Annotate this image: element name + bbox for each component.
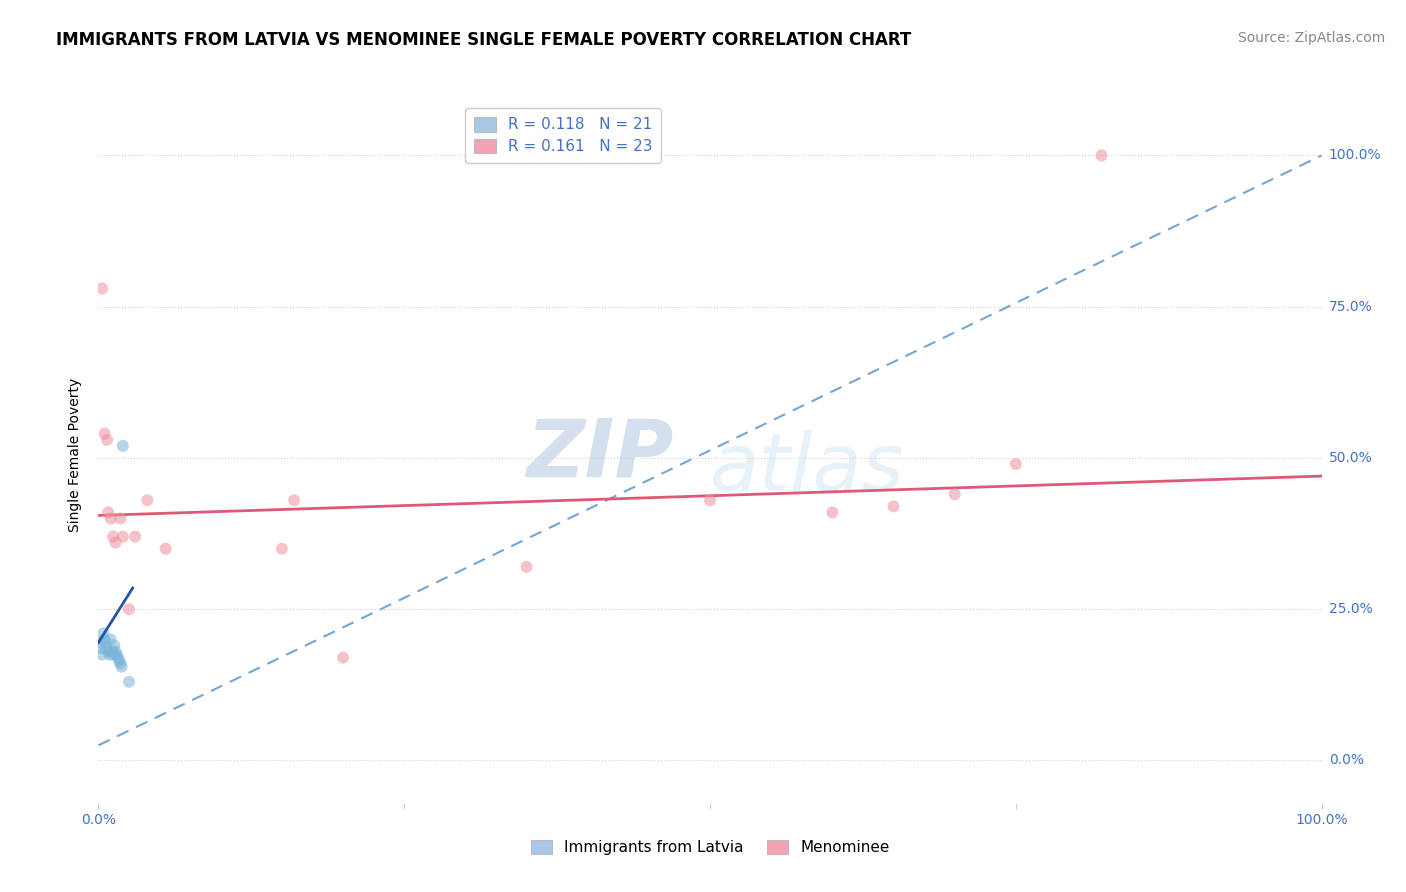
Point (91, 281, 114, 295)
Point (699, 493, 721, 508)
Point (91, 648, 114, 662)
Point (91, 626, 114, 640)
Point (101, 644, 124, 658)
Point (883, 500, 905, 514)
Point (97, 644, 120, 658)
Point (111, 439, 134, 453)
Y-axis label: Single Female Poverty: Single Female Poverty (69, 378, 83, 532)
Point (101, 648, 124, 662)
Point (96, 433, 118, 447)
Point (110, 657, 132, 671)
Point (97, 505, 120, 519)
Point (155, 541, 177, 556)
Point (93, 426, 115, 441)
Text: 100.0%: 100.0% (1329, 148, 1381, 162)
Point (100, 511, 122, 525)
Point (111, 659, 134, 673)
Point (107, 650, 129, 665)
Point (110, 511, 132, 525)
Point (104, 535, 127, 549)
Point (108, 654, 131, 668)
Point (283, 493, 305, 508)
Point (96, 641, 118, 656)
Point (118, 674, 141, 689)
Text: Source: ZipAtlas.com: Source: ZipAtlas.com (1237, 31, 1385, 45)
Point (821, 505, 844, 519)
Text: ZIP: ZIP (526, 416, 673, 494)
Point (124, 530, 146, 544)
Point (332, 650, 354, 665)
Point (101, 530, 124, 544)
Text: atlas: atlas (710, 430, 905, 508)
Point (105, 648, 128, 662)
Legend: Immigrants from Latvia, Menominee: Immigrants from Latvia, Menominee (524, 833, 896, 862)
Point (111, 530, 134, 544)
Point (1004, 457, 1026, 471)
Point (93, 632, 115, 647)
Point (98, 648, 121, 662)
Text: IMMIGRANTS FROM LATVIA VS MENOMINEE SINGLE FEMALE POVERTY CORRELATION CHART: IMMIGRANTS FROM LATVIA VS MENOMINEE SING… (56, 31, 911, 49)
Point (943, 487, 966, 501)
Text: 50.0%: 50.0% (1329, 451, 1372, 465)
Point (136, 493, 159, 508)
Point (270, 541, 294, 556)
Point (89, 635, 111, 649)
Point (1090, 148, 1112, 162)
Point (90, 641, 112, 656)
Text: 25.0%: 25.0% (1329, 602, 1372, 616)
Point (94, 635, 117, 649)
Text: 0.0%: 0.0% (1329, 754, 1364, 767)
Point (103, 639, 125, 653)
Point (100, 632, 122, 647)
Point (118, 602, 141, 616)
Point (515, 559, 537, 574)
Point (104, 644, 127, 658)
Text: 75.0%: 75.0% (1329, 300, 1372, 314)
